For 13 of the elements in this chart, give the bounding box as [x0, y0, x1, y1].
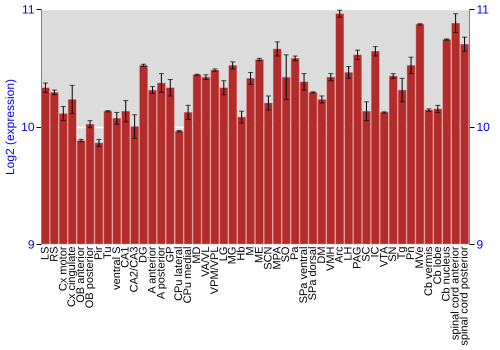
y-tick-label: 10: [21, 120, 35, 134]
y-tick-label: 11: [22, 2, 35, 16]
x-tick-label: IC: [369, 246, 382, 258]
y-tick-label: 9: [28, 238, 35, 252]
x-tick-label: MVe: [414, 246, 426, 269]
x-tick-label: Tg: [396, 246, 408, 260]
x-tick-label: spinal cord posterior: [458, 246, 471, 346]
y-axis-title: Log2 (expression): [3, 78, 18, 176]
x-tick-label: SCN: [262, 246, 274, 270]
x-tick-label: RS: [48, 246, 60, 262]
y2-tick-label: 10: [476, 120, 490, 134]
y2-tick-label: 11: [476, 2, 490, 16]
y2-tick-label: 9: [476, 238, 484, 252]
